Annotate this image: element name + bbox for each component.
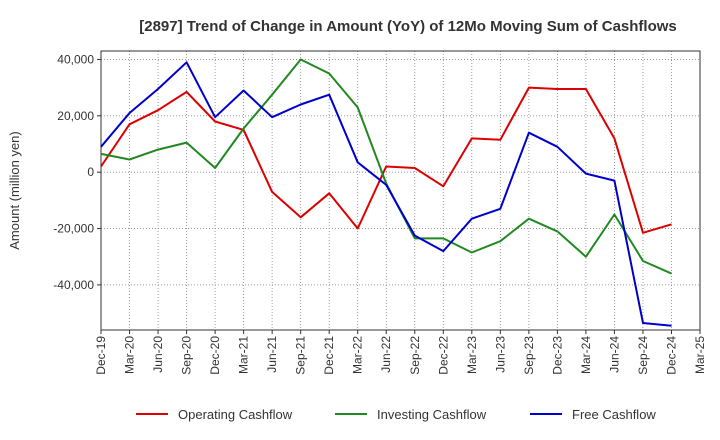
x-tick-label: Mar-22 — [351, 336, 365, 374]
x-tick-label: Sep-23 — [522, 336, 536, 375]
x-tick-label: Sep-20 — [180, 336, 194, 375]
x-tick-label: Dec-20 — [208, 336, 222, 375]
x-tick-label: Sep-22 — [408, 336, 422, 375]
x-tick-label: Mar-21 — [237, 336, 251, 374]
x-tick-label: Mar-24 — [579, 336, 593, 374]
x-tick-label: Jun-21 — [265, 336, 279, 373]
legend-label: Free Cashflow — [572, 407, 656, 422]
x-tick-label: Jun-24 — [607, 336, 621, 373]
x-tick-label: Sep-21 — [294, 336, 308, 375]
y-tick-label: -20,000 — [53, 222, 94, 236]
y-axis-label: Amount (million yen) — [7, 131, 22, 250]
x-tick-label: Mar-25 — [693, 336, 707, 374]
chart-title: [2897] Trend of Change in Amount (YoY) o… — [139, 18, 677, 35]
x-tick-label: Dec-24 — [664, 336, 678, 375]
series-line-free-cashflow — [100, 61, 672, 327]
x-tick-label: Sep-24 — [636, 336, 650, 375]
series-line-investing-cashflow — [100, 58, 672, 275]
x-tick-label: Mar-23 — [465, 336, 479, 374]
x-tick-label: Dec-23 — [550, 336, 564, 375]
grid-lines — [101, 51, 700, 330]
y-tick-label: 40,000 — [57, 52, 94, 66]
x-tick-label: Jun-20 — [151, 336, 165, 373]
x-tick-label: Mar-20 — [123, 336, 137, 374]
x-tick-label: Dec-19 — [94, 336, 108, 375]
x-tick-label: Dec-22 — [436, 336, 450, 375]
x-axis-ticks: Dec-19 Mar-20 Jun-20 Sep-20 Dec-20 Mar-21 Jun-… — [94, 330, 707, 375]
y-tick-label: -40,000 — [53, 278, 94, 292]
x-tick-label: Dec-21 — [322, 336, 336, 375]
series-line-operating-cashflow — [100, 86, 672, 234]
legend-label: Operating Cashflow — [178, 407, 293, 422]
legend-label: Investing Cashflow — [377, 407, 487, 422]
plot-area — [100, 50, 701, 331]
x-tick-label: Jun-22 — [379, 336, 393, 373]
legend: Operating Cashflow Investing Cashflow Free… — [136, 407, 656, 422]
y-tick-label: 0 — [87, 165, 94, 179]
x-tick-label: Jun-23 — [493, 336, 507, 373]
y-axis-ticks: 40,000 20,000 0 -20,000 -40,000 — [53, 52, 101, 292]
y-tick-label: 20,000 — [57, 109, 94, 123]
series-lines — [100, 58, 672, 327]
